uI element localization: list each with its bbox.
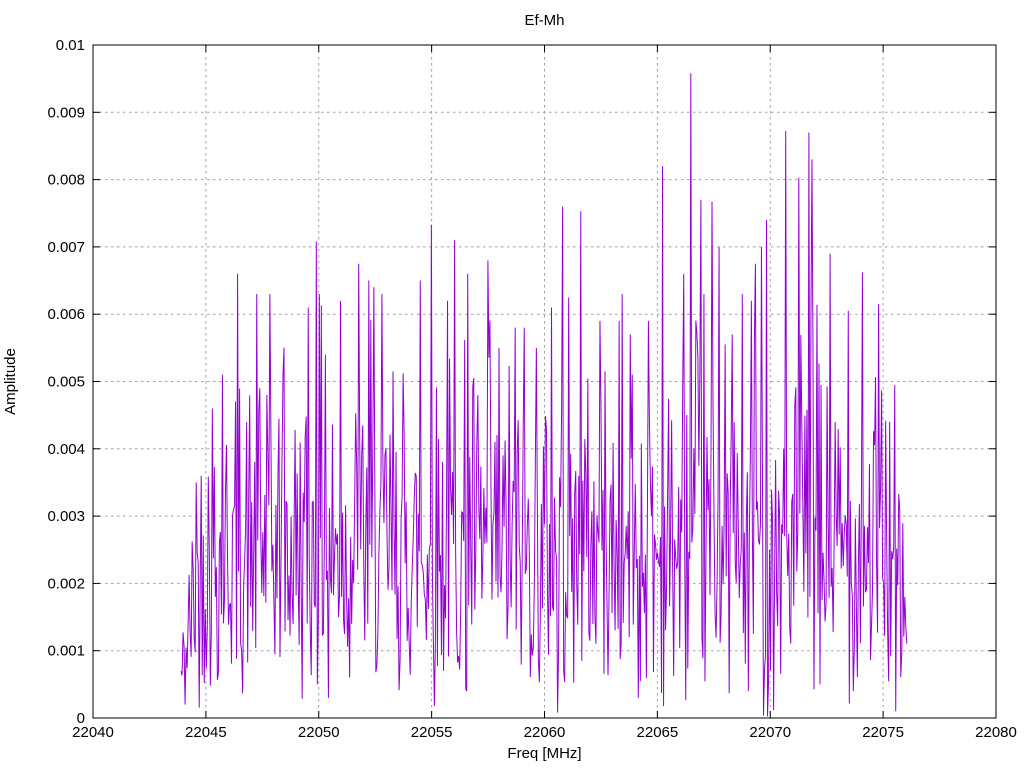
x-tick-label: 22040	[72, 724, 114, 741]
x-tick-label: 22050	[298, 724, 340, 741]
x-tick-labels: 22040 22045 22050 22055 22060 22065 22070 22075…	[72, 724, 1017, 741]
x-tick-label: 22070	[749, 724, 791, 741]
y-axis-label: Amplitude	[2, 348, 19, 415]
x-tick-label: 22080	[975, 724, 1017, 741]
y-tick-label: 0.007	[47, 239, 85, 256]
y-tick-labels: 0 0.001 0.002 0.003 0.004 0.005 0.006 0.007 0.00…	[47, 37, 85, 727]
y-tick-label: 0.009	[47, 104, 85, 121]
x-tick-label: 22055	[411, 724, 453, 741]
x-axis-label: Freq [MHz]	[507, 745, 581, 762]
x-tick-label: 22045	[185, 724, 227, 741]
y-tick-label: 0.003	[47, 508, 85, 525]
y-tick-label: 0.005	[47, 374, 85, 391]
y-tick-label: 0.01	[56, 37, 85, 54]
chart-title: Ef-Mh	[524, 12, 564, 29]
x-tick-label: 22060	[524, 724, 566, 741]
axis-ticks	[92, 44, 997, 719]
y-tick-label: 0.004	[47, 441, 85, 458]
y-tick-label: 0.006	[47, 306, 85, 323]
y-tick-label: 0.002	[47, 575, 85, 592]
y-tick-label: 0.001	[47, 643, 85, 660]
x-tick-label: 22065	[637, 724, 679, 741]
y-tick-label: 0	[77, 710, 85, 727]
x-tick-label: 22075	[862, 724, 904, 741]
y-tick-label: 0.008	[47, 172, 85, 189]
spectrum-series-line	[180, 73, 908, 717]
